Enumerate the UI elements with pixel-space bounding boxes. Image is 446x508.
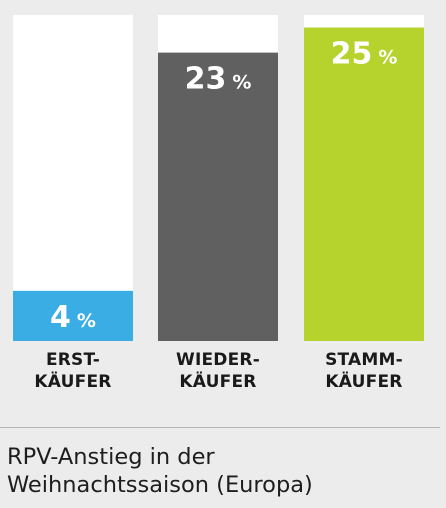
category-label-first-time-buyers: ERST- KÄUFER xyxy=(13,349,133,393)
data-label-regular-buyers: 25% xyxy=(331,37,398,72)
category-label-regular-buyers-line1: STAMM- xyxy=(325,350,403,370)
category-label-first-time-buyers-line2: KÄUFER xyxy=(34,372,112,392)
data-label-first-time-buyers: 4% xyxy=(50,300,96,335)
category-label-regular-buyers-line2: KÄUFER xyxy=(325,372,403,392)
bar-chart: 4 %23 %25% xyxy=(13,15,424,342)
data-label-unit-first-time-buyers: % xyxy=(77,310,96,332)
chart-caption-line1: RPV-Anstieg in der xyxy=(7,444,215,470)
data-label-unit-repeat-buyers: % xyxy=(232,72,251,94)
bar-repeat-buyers xyxy=(158,52,278,341)
data-label-value-regular-buyers: 25 xyxy=(331,37,373,72)
category-label-repeat-buyers: WIEDER- KÄUFER xyxy=(158,349,278,393)
category-label-repeat-buyers-line2: KÄUFER xyxy=(179,372,257,392)
data-label-value-repeat-buyers: 23 xyxy=(185,62,227,97)
category-label-regular-buyers: STAMM- KÄUFER xyxy=(304,349,424,393)
bar-regular-buyers xyxy=(304,27,424,342)
bar-first-time-buyers xyxy=(13,290,133,341)
data-label-repeat-buyers: 23% xyxy=(185,62,252,97)
data-label-value-first-time-buyers: 4 xyxy=(50,300,71,335)
category-label-first-time-buyers-line1: ERST- xyxy=(45,350,101,370)
bar-track-first-time-buyers xyxy=(13,15,133,341)
category-label-repeat-buyers-line1: WIEDER- xyxy=(176,350,260,370)
chart-caption: RPV-Anstieg in der Weihnachtssaison (Eur… xyxy=(7,443,437,499)
caption-divider xyxy=(0,427,440,428)
chart-caption-line2: Weihnachtssaison (Europa) xyxy=(7,472,313,498)
data-label-unit-regular-buyers: % xyxy=(378,47,397,69)
